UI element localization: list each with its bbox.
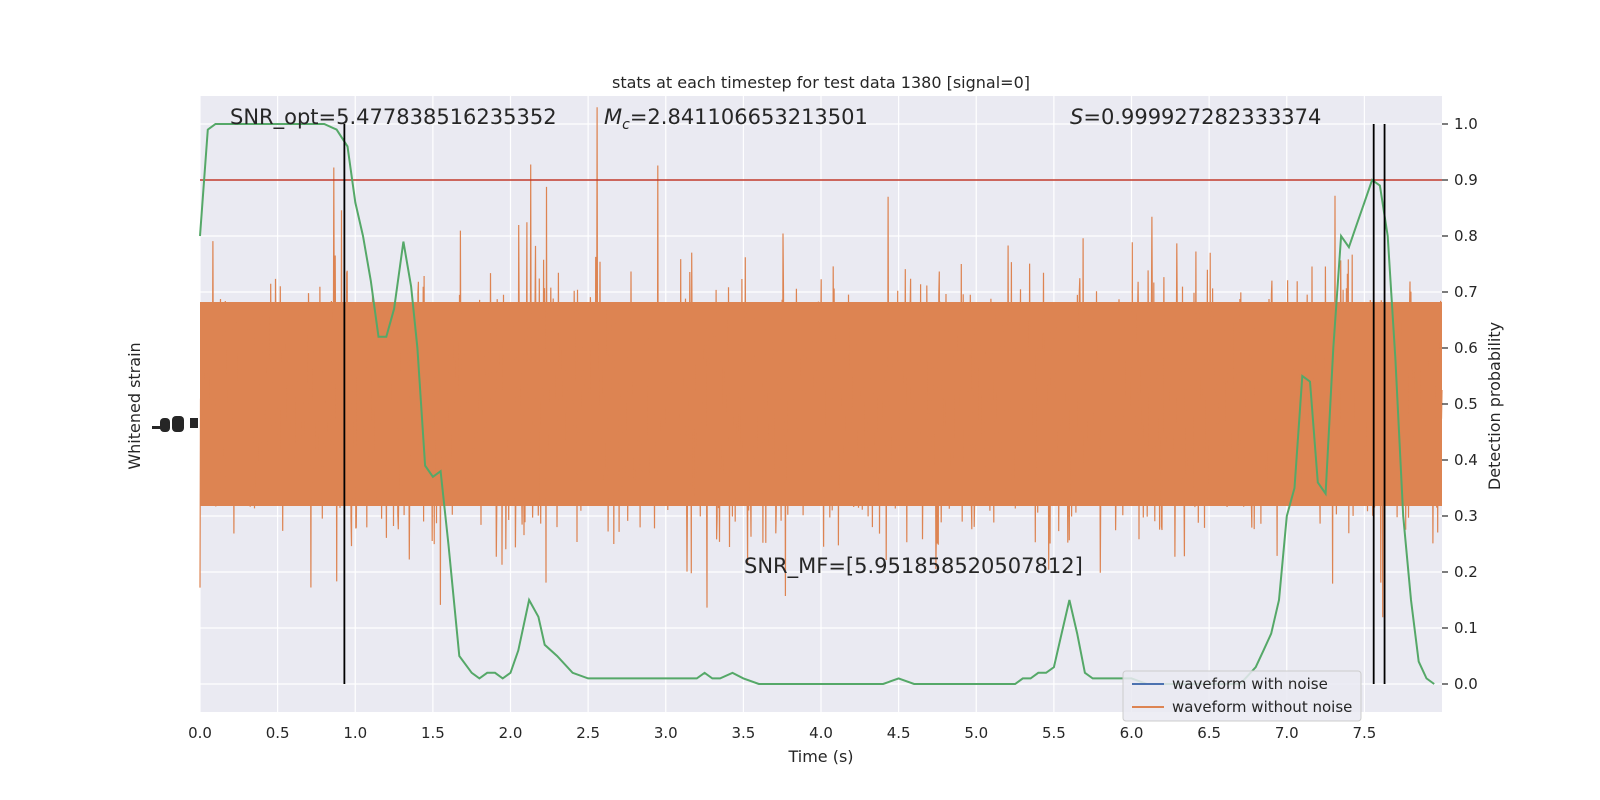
mc-subscript: c [622, 117, 630, 133]
y-tick-label: 0.9 [1454, 171, 1478, 189]
probability-series [199, 123, 1442, 685]
y-tick-label: 0.2 [1454, 563, 1478, 581]
s-value: =0.999927282333374 [1083, 105, 1321, 129]
axis-ticks: 0.0 0.5 1.0 1.5 2.0 2.5 3.0 3.5 4.0 4.5 5.0 5.5 6.0 6… [188, 115, 1478, 742]
strain-line-without-noise [199, 107, 1443, 618]
y-axis-label-right: Detection probability [1485, 322, 1504, 490]
x-tick-label: 0.0 [188, 724, 212, 742]
x-tick-label: 0.5 [266, 724, 290, 742]
x-tick-label: 5.0 [964, 724, 988, 742]
legend-label-without-noise: waveform without noise [1172, 698, 1352, 716]
y-tick-label: 1.0 [1454, 115, 1478, 133]
x-tick-label: 7.0 [1275, 724, 1299, 742]
vertical-markers [343, 124, 1386, 684]
x-tick-label: 4.0 [809, 724, 833, 742]
legend-label-with-noise: waveform with noise [1172, 675, 1328, 693]
left-axis-cluster [152, 416, 198, 432]
snr-mf-annotation: SNR_MF=[5.951858520507812] [744, 554, 1083, 579]
mc-symbol: M [604, 105, 622, 129]
y-tick-label: 0.8 [1454, 227, 1478, 245]
x-axis-label: Time (s) [787, 747, 853, 766]
y-tick-label: 0.3 [1454, 507, 1478, 525]
x-tick-label: 2.5 [576, 724, 600, 742]
x-tick-label: 3.0 [654, 724, 678, 742]
legend: waveform with noise waveform without noi… [1122, 670, 1362, 722]
s-annotation: S=0.999927282333374 [1070, 105, 1321, 129]
mc-annotation: Mc=2.841106653213501 [604, 105, 868, 133]
y-tick-label: 0.1 [1454, 619, 1478, 637]
y-tick-label: 0.4 [1454, 451, 1478, 469]
probability-line [199, 123, 1435, 685]
strain-series [199, 107, 1443, 618]
x-tick-label: 2.0 [499, 724, 523, 742]
s-symbol: S [1070, 105, 1083, 129]
chart-title: stats at each timestep for test data 138… [612, 73, 1030, 92]
mc-value: =2.841106653213501 [630, 105, 868, 129]
y-axis-label-left: Whitened strain [125, 342, 144, 469]
x-tick-label: 7.5 [1352, 724, 1376, 742]
y-tick-label: 0.5 [1454, 395, 1478, 413]
x-tick-label: 1.5 [421, 724, 445, 742]
x-tick-label: 5.5 [1042, 724, 1066, 742]
x-tick-label: 1.0 [343, 724, 367, 742]
x-tick-label: 6.0 [1120, 724, 1144, 742]
x-tick-label: 6.5 [1197, 724, 1221, 742]
snr-opt-annotation: SNR_opt=5.477838516235352 [230, 105, 557, 130]
x-tick-label: 4.5 [887, 724, 911, 742]
x-tick-label: 3.5 [731, 724, 755, 742]
y-tick-label: 0.7 [1454, 283, 1478, 301]
y-tick-label: 0.0 [1454, 675, 1478, 693]
y-tick-label: 0.6 [1454, 339, 1478, 357]
